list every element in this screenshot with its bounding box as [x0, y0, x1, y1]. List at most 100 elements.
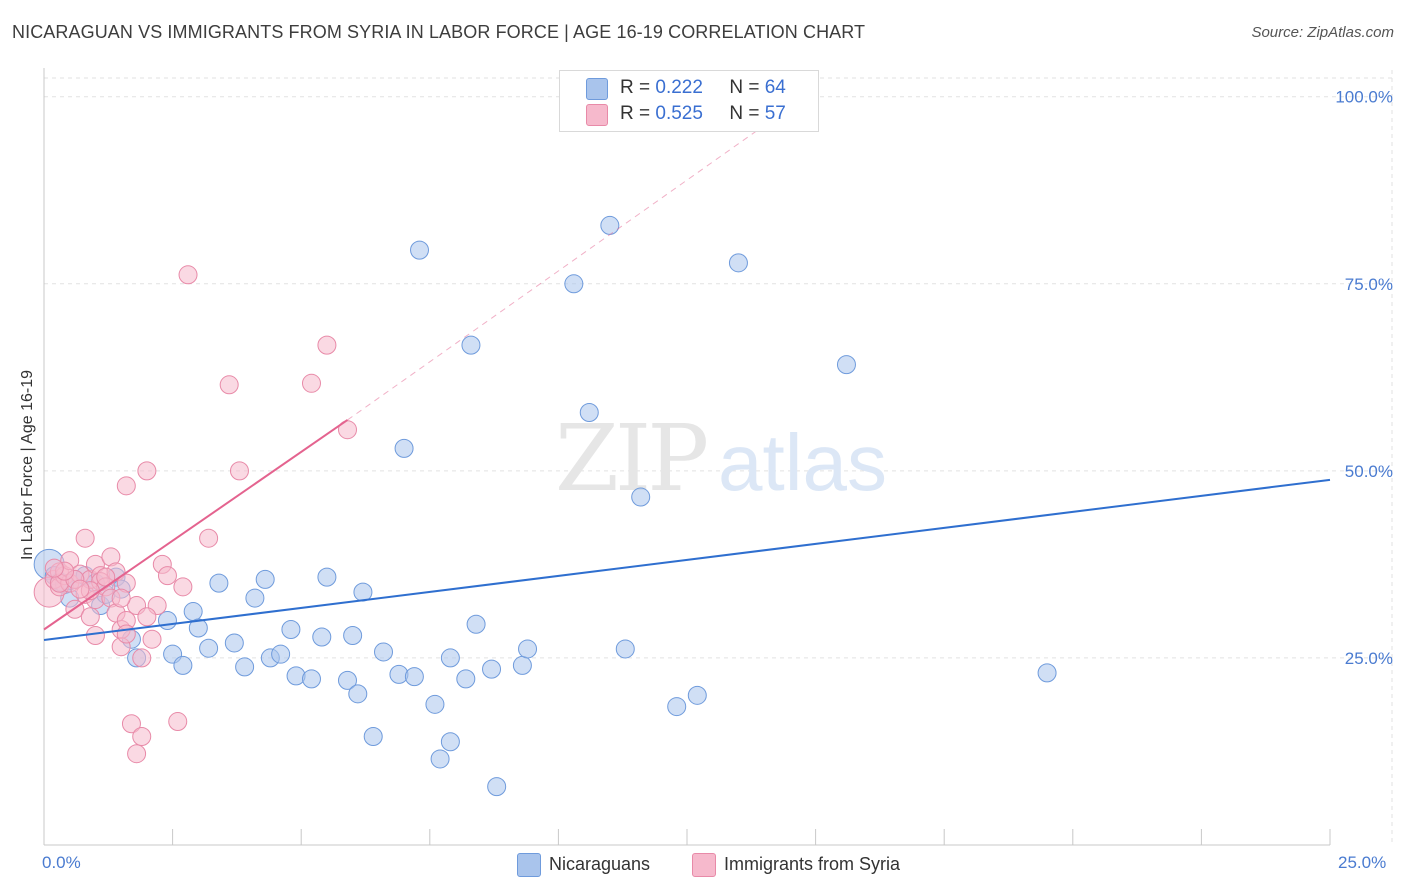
source-label: Source: ZipAtlas.com — [1251, 24, 1394, 41]
data-point — [209, 573, 229, 593]
data-point — [440, 732, 460, 752]
data-point — [157, 566, 177, 586]
y-tick-label: 50.0% — [1345, 462, 1393, 481]
data-point — [337, 670, 357, 690]
trend-line-syria-extension — [347, 88, 816, 421]
y-tick-label: 25.0% — [1345, 649, 1393, 668]
data-point — [487, 777, 507, 797]
legend-swatch-blue — [586, 78, 608, 100]
data-point — [410, 240, 430, 260]
data-point — [728, 253, 748, 273]
data-point — [579, 402, 599, 422]
data-point — [168, 712, 188, 732]
x-tick-label-max: 25.0% — [1338, 853, 1387, 872]
data-point — [199, 528, 219, 548]
legend-n-value: 64 — [764, 77, 786, 98]
data-point — [363, 726, 383, 746]
data-point — [353, 582, 373, 602]
axes — [43, 68, 1331, 846]
data-point — [116, 624, 136, 644]
series-syria — [33, 265, 357, 764]
legend-text-syria: R = 0.525 N = 57 — [620, 103, 786, 125]
data-point — [456, 669, 476, 689]
data-point — [199, 638, 219, 658]
data-point — [631, 487, 651, 507]
data-point — [75, 528, 95, 548]
data-point — [301, 373, 321, 393]
watermark: ZIP atlas — [555, 405, 887, 512]
data-point — [512, 655, 532, 675]
data-point — [137, 607, 157, 627]
data-point — [132, 726, 152, 746]
legend-r-value: 0.525 — [655, 103, 703, 124]
bottom-legend-swatch-blue — [517, 853, 541, 877]
legend-r-label: R = — [620, 103, 651, 124]
data-point — [301, 669, 321, 689]
trend-line-syria — [43, 419, 349, 631]
data-point — [245, 588, 265, 608]
legend-n-value: 57 — [764, 103, 786, 124]
data-point — [137, 461, 157, 481]
watermark-zip: ZIP — [555, 405, 706, 512]
data-point — [1037, 663, 1057, 683]
data-point — [178, 265, 198, 285]
data-point — [518, 639, 538, 659]
bottom-legend-label: Nicaraguans — [549, 854, 651, 874]
data-point — [173, 577, 193, 597]
watermark-atlas: atlas — [718, 418, 887, 507]
data-point — [430, 749, 450, 769]
data-point — [229, 461, 249, 481]
grid — [44, 70, 1393, 845]
data-point — [121, 714, 141, 734]
data-point — [615, 639, 635, 659]
data-point — [44, 558, 64, 578]
y-tick-label: 75.0% — [1345, 275, 1393, 294]
legend-n-label: N = — [729, 77, 760, 98]
data-point — [440, 648, 460, 668]
data-point — [85, 625, 105, 645]
data-point — [70, 579, 90, 599]
data-point — [348, 684, 368, 704]
data-point — [80, 607, 100, 627]
data-point — [667, 697, 687, 717]
data-point — [235, 657, 255, 677]
legend-n-label: N = — [729, 103, 760, 124]
x-tick-label-min: 0.0% — [42, 853, 81, 872]
data-point — [183, 602, 203, 622]
legend: R = 0.222 N = 64 R = 0.525 N = 57 — [559, 70, 819, 132]
y-tick-label: 100.0% — [1335, 88, 1393, 107]
data-point — [142, 629, 162, 649]
data-point — [317, 335, 337, 355]
data-point — [312, 627, 332, 647]
data-point — [404, 667, 424, 687]
data-point — [132, 648, 152, 668]
data-point — [374, 642, 394, 662]
data-point — [687, 685, 707, 705]
data-point — [127, 744, 147, 764]
chart-title: NICARAGUAN VS IMMIGRANTS FROM SYRIA IN L… — [12, 22, 866, 42]
data-point — [271, 644, 291, 664]
bottom-legend-swatch-pink — [692, 853, 716, 877]
y-tick-labels: 25.0% 50.0% 75.0% 100.0% — [1335, 88, 1393, 668]
trend-lines — [43, 88, 1331, 641]
data-point — [836, 355, 856, 375]
data-point — [281, 619, 301, 639]
data-point — [286, 666, 306, 686]
legend-swatch-pink — [586, 104, 608, 126]
data-point — [111, 588, 131, 608]
legend-r-label: R = — [620, 77, 651, 98]
data-point — [317, 567, 337, 587]
data-point — [394, 438, 414, 458]
series-nicaraguans — [33, 215, 1057, 797]
data-point — [564, 274, 584, 294]
data-point — [224, 633, 244, 653]
data-point — [343, 625, 363, 645]
data-point — [255, 569, 275, 589]
data-point — [482, 659, 502, 679]
data-point — [425, 694, 445, 714]
data-point — [219, 375, 239, 395]
legend-r-value: 0.222 — [655, 77, 703, 98]
data-point — [173, 655, 193, 675]
data-point — [600, 215, 620, 235]
